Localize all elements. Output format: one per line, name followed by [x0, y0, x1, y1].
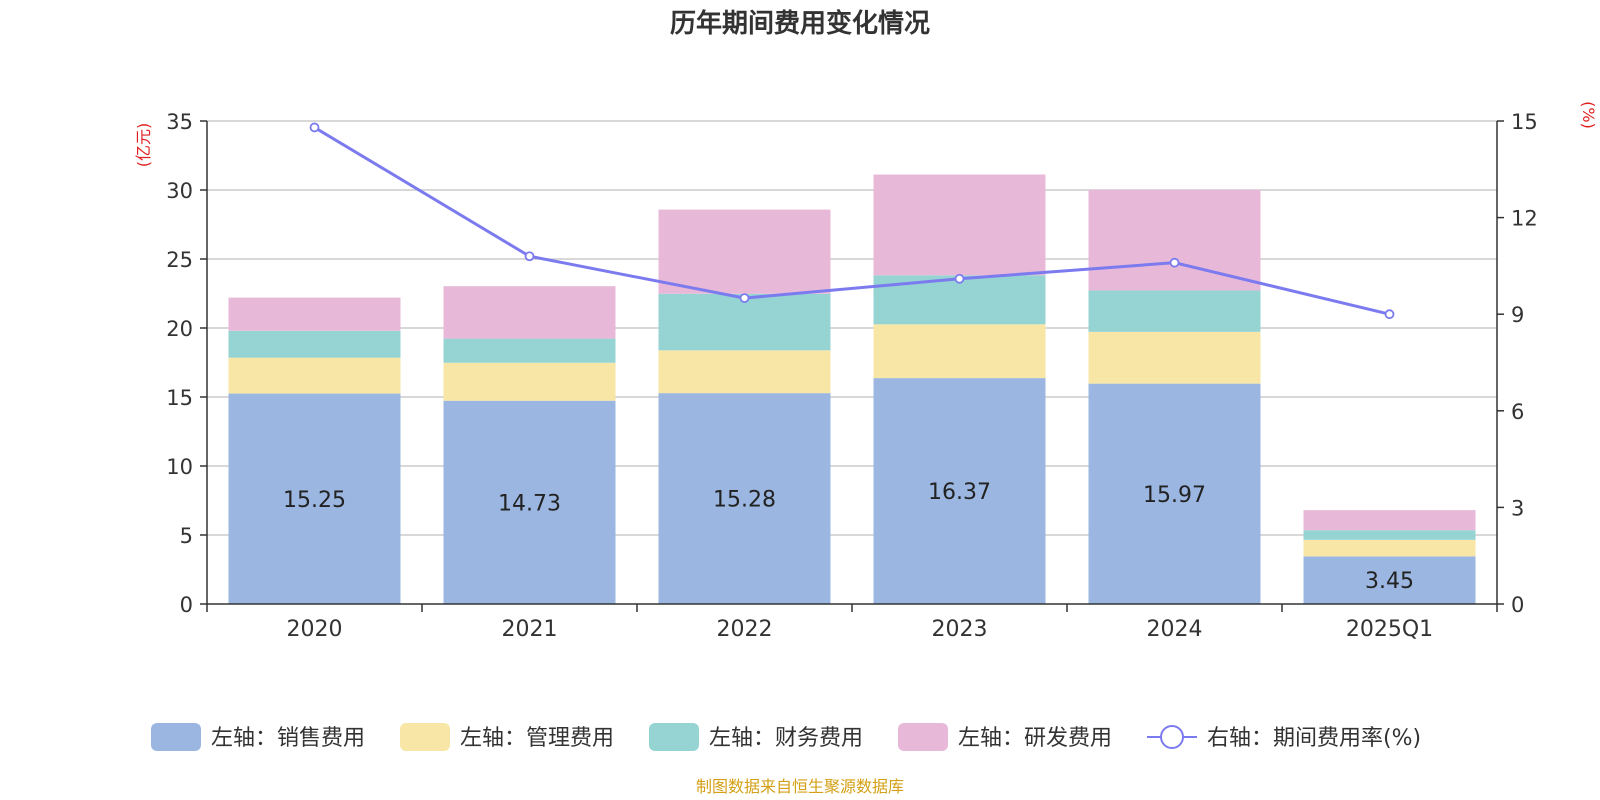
bar-segment — [1088, 383, 1261, 604]
bar-data-label: 3.45 — [1365, 569, 1414, 594]
bar-segment — [443, 400, 616, 604]
legend-label: 左轴：研发费用 — [958, 726, 1112, 751]
bar-data-label: 14.73 — [498, 491, 561, 516]
bar-segment — [1303, 530, 1476, 540]
bar-segment — [443, 338, 616, 363]
x-axis-tick-label: 2022 — [717, 617, 773, 642]
x-axis-tick-label: 2025Q1 — [1346, 617, 1433, 642]
right-axis-tick-label: 0 — [1511, 593, 1524, 617]
legend-label: 左轴：财务费用 — [709, 726, 863, 751]
source-note: 制图数据来自恒生聚源数据库 — [696, 777, 904, 796]
legend-label: 右轴：期间费用率(%) — [1207, 726, 1421, 751]
bar-segment — [443, 286, 616, 339]
bar-segment — [228, 297, 401, 331]
x-axis-tick-label: 2024 — [1147, 617, 1203, 642]
bar-segment — [228, 330, 401, 358]
legend-swatch — [151, 723, 201, 751]
right-axis-tick-label: 3 — [1511, 496, 1524, 520]
left-axis-tick-label: 20 — [166, 317, 193, 341]
bar-segment — [658, 293, 831, 351]
bar-segment — [228, 357, 401, 394]
bar-segment — [1088, 331, 1261, 384]
left-axis-tick-label: 0 — [180, 593, 193, 617]
left-axis-tick-label: 30 — [166, 179, 193, 203]
legend-swatch — [898, 723, 948, 751]
x-axis-tick-label: 2023 — [932, 617, 988, 642]
bar-segment — [228, 393, 401, 604]
bar-data-label: 15.97 — [1143, 483, 1206, 508]
legend-swatch — [649, 723, 699, 751]
rate-line-group — [309, 122, 1395, 320]
right-axis-tick-label: 6 — [1511, 400, 1524, 424]
right-axis-tick-label: 15 — [1511, 110, 1538, 134]
bar-segment — [1088, 189, 1261, 291]
left-axis-tick-label: 10 — [166, 455, 193, 479]
grid-lines — [207, 120, 1497, 536]
left-axis-tick-label: 25 — [166, 248, 193, 272]
legend-swatch — [400, 723, 450, 751]
bar-data-label: 16.37 — [928, 480, 991, 505]
rate-point — [309, 122, 320, 133]
right-axis-tick-label: 12 — [1511, 207, 1538, 231]
bar-segment — [658, 350, 831, 394]
rate-point — [739, 293, 750, 304]
bar-segment — [1303, 539, 1476, 557]
right-axis-unit: (%) — [1579, 101, 1598, 129]
bar-data-label: 15.25 — [283, 488, 346, 513]
legend-label: 左轴：管理费用 — [460, 726, 614, 751]
legend: 左轴：销售费用 左轴：管理费用 左轴：财务费用 左轴：研发费用 右轴：期间费用率(%) — [151, 723, 1421, 751]
bar-segment — [443, 362, 616, 401]
rate-line — [313, 126, 1390, 316]
bar-segment — [1303, 510, 1476, 531]
rate-point — [1384, 309, 1395, 320]
bar-labels: 15.25 14.73 15.28 16.37 15.97 3.45 — [283, 480, 1414, 594]
chart-title: 历年期间费用变化情况 — [670, 8, 930, 39]
x-axis-tick-label: 2020 — [287, 617, 343, 642]
left-axis-tick-label: 5 — [180, 524, 193, 548]
right-axis-tick-label: 9 — [1511, 303, 1524, 327]
bar-segment — [873, 324, 1046, 379]
bar-segment — [1088, 290, 1261, 332]
bar-segment — [873, 378, 1046, 604]
axes: 0 5 10 15 20 25 30 35 0 3 6 9 12 15 2020 2021 2022 2023 20… — [166, 110, 1537, 642]
rate-point — [1169, 257, 1180, 268]
rate-point — [524, 251, 535, 262]
x-axis-tick-label: 2021 — [502, 617, 558, 642]
bar-data-label: 15.28 — [713, 488, 776, 513]
legend-label: 左轴：销售费用 — [211, 726, 365, 751]
legend-circle-swatch — [1160, 725, 1184, 749]
bar-segment — [658, 393, 831, 604]
bar-group — [228, 174, 1476, 604]
left-axis-tick-label: 15 — [166, 386, 193, 410]
bar-segment — [658, 209, 831, 294]
left-axis-tick-label: 35 — [166, 110, 193, 134]
rate-point — [954, 273, 965, 284]
bar-segment — [873, 174, 1046, 276]
left-axis-unit: (亿元) — [134, 123, 153, 168]
bar-segment — [1303, 556, 1476, 604]
